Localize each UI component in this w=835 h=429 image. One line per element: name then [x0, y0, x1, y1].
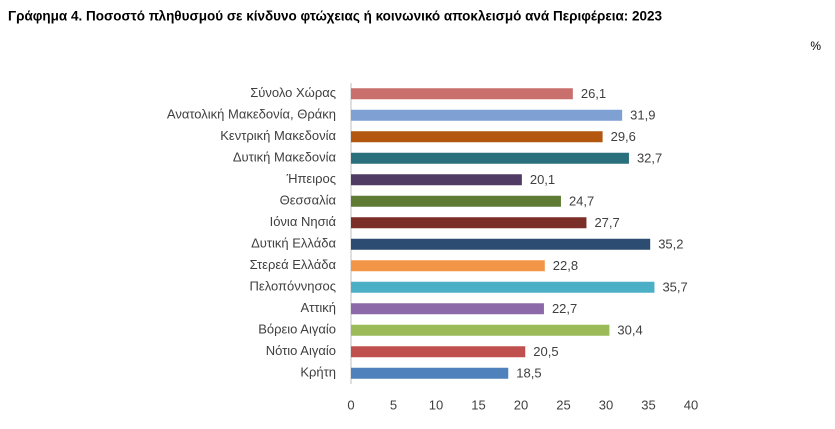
x-tick-label: 40	[684, 397, 698, 412]
y-tick-label: Βόρειο Αιγαίο	[258, 322, 336, 337]
y-tick-label: Στερεά Ελλάδα	[250, 257, 337, 272]
data-label: 20,5	[533, 344, 558, 359]
bar	[351, 324, 610, 336]
unit-label: %	[810, 39, 821, 53]
data-label: 20,1	[530, 172, 555, 187]
y-tick-label: Κρήτη	[300, 365, 336, 380]
bar	[351, 346, 526, 358]
bar	[351, 174, 522, 186]
x-tick-label: 25	[556, 397, 570, 412]
y-tick-label: Σύνολο Χώρας	[250, 85, 336, 100]
data-label: 32,7	[637, 151, 662, 166]
x-tick-label: 5	[390, 397, 397, 412]
data-label: 35,2	[658, 237, 683, 252]
bar	[351, 367, 509, 379]
data-label: 26,1	[581, 86, 606, 101]
bar	[351, 238, 651, 250]
data-label: 22,7	[552, 301, 577, 316]
data-label: 27,7	[594, 215, 619, 230]
x-tick-label: 15	[471, 397, 485, 412]
y-tick-label: Κεντρική Μακεδονία	[220, 128, 336, 143]
bar	[351, 88, 573, 100]
y-tick-label: Νότιο Αιγαίο	[266, 343, 336, 358]
data-label: 18,5	[516, 366, 541, 381]
x-tick-label: 35	[641, 397, 655, 412]
data-label: 30,4	[617, 323, 642, 338]
x-tick-label: 10	[429, 397, 443, 412]
x-tick-label: 0	[347, 397, 354, 412]
y-tick-label: Ανατολική Μακεδονία, Θράκη	[167, 107, 336, 122]
bar	[351, 217, 587, 229]
data-label: 22,8	[553, 258, 578, 273]
bar	[351, 281, 655, 293]
y-tick-label: Ήπειρος	[286, 171, 336, 186]
y-tick-label: Ιόνια Νησιά	[270, 214, 337, 229]
x-tick-label: 20	[514, 397, 528, 412]
bar	[351, 303, 544, 315]
data-label: 29,6	[611, 129, 636, 144]
chart-title: Γράφημα 4. Ποσοστό πληθυσμού σε κίνδυνο …	[8, 9, 663, 24]
y-tick-label: Αττική	[300, 300, 336, 315]
x-tick-label: 30	[599, 397, 613, 412]
y-tick-label: Πελοπόννησος	[250, 279, 336, 294]
data-label: 24,7	[569, 194, 594, 209]
y-tick-label: Θεσσαλία	[280, 193, 337, 208]
bar	[351, 260, 545, 272]
y-tick-label: Δυτική Ελλάδα	[251, 236, 336, 251]
y-tick-label: Δυτική Μακεδονία	[233, 150, 337, 165]
bar	[351, 109, 623, 121]
bar	[351, 131, 603, 143]
bar	[351, 195, 561, 207]
data-label: 35,7	[662, 280, 687, 295]
bar	[351, 152, 629, 164]
data-label: 31,9	[630, 108, 655, 123]
